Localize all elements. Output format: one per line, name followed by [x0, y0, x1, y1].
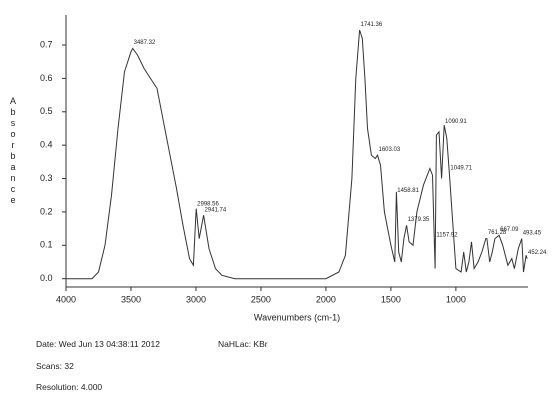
peak-label: 1090.91	[445, 119, 467, 125]
x-axis-label: Wavenumbers (cm-1)	[254, 312, 340, 322]
sample: NaHLac: KBr	[218, 339, 268, 349]
y-tick-label: 0.7	[40, 39, 53, 49]
resolution: Resolution: 4.000	[36, 382, 103, 392]
x-tick-label: 1500	[381, 294, 401, 304]
peak-label: 1379.35	[408, 217, 430, 223]
peak-label: 1157.92	[436, 232, 458, 238]
x-tick-label: 3000	[186, 294, 206, 304]
y-tick-label: 0.1	[40, 240, 53, 250]
x-tick-label: 4000	[56, 294, 76, 304]
x-tick-label: 2500	[251, 294, 271, 304]
peak-label: 1603.03	[379, 147, 401, 153]
y-tick-label: 0.6	[40, 73, 53, 83]
y-axis-label: Absorbance	[8, 96, 18, 206]
peak-label: 493.45	[523, 230, 542, 236]
peak-label: 761.28	[488, 230, 507, 236]
peak-label: 2941.74	[205, 207, 227, 213]
y-tick-label: 0.3	[40, 173, 53, 183]
peak-label: 2998.56	[197, 202, 219, 208]
x-tick-label: 2000	[316, 294, 336, 304]
y-tick-label: 0.0	[40, 273, 53, 283]
x-tick-label: 3500	[121, 294, 141, 304]
peak-label: 1049.71	[450, 166, 472, 172]
peak-label: 3487.32	[134, 40, 156, 46]
date: Date: Wed Jun 13 04:38:11 2012	[36, 339, 160, 349]
scans: Scans: 32	[36, 361, 74, 371]
x-tick-label: 1000	[446, 294, 466, 304]
spectrum-line	[66, 29, 528, 280]
peak-label: 667.09	[500, 227, 519, 233]
y-tick-label: 0.2	[40, 206, 53, 216]
peak-label: 1458.81	[397, 188, 419, 194]
y-tick-label: 0.5	[40, 106, 53, 116]
y-tick-label: 0.4	[40, 140, 53, 150]
peak-label: 452.24	[528, 250, 547, 256]
peak-label: 1741.36	[361, 22, 383, 28]
chart: Wavenumbers (cm-1) 0.0 0.1 0.2 0.3 0.4 0.5 0.6…	[40, 15, 547, 322]
